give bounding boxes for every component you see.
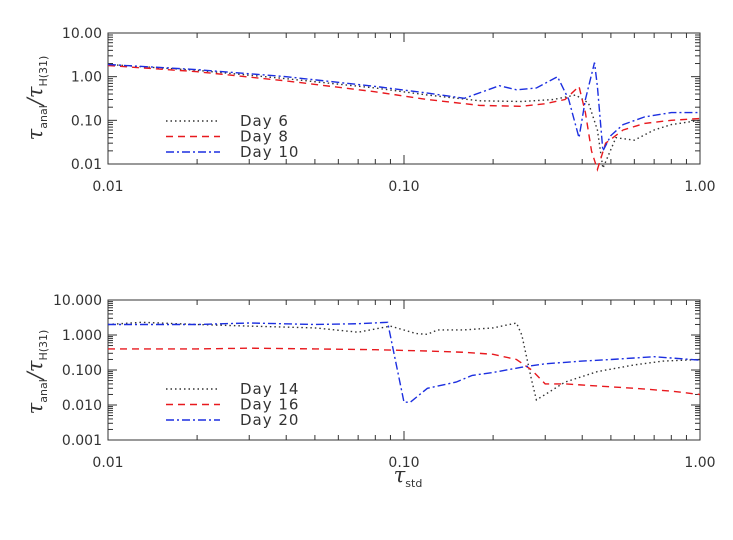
series-group-bottom: [107, 321, 701, 403]
y-label-slash-tau: /τ: [23, 360, 47, 381]
chart-top: 10.00 1.00 0.10 0.01 0.01 0.10 1.00 τana…: [23, 26, 716, 195]
y-tick-label: 1.000: [62, 328, 102, 344]
x-tick-label: 0.01: [92, 455, 123, 471]
legend-label-day-14: Day 14: [240, 380, 299, 398]
legend-label-day-8: Day 8: [240, 128, 289, 146]
y-tick-label: 10.000: [53, 293, 102, 309]
legend-label-day-20: Day 20: [240, 411, 299, 429]
y-label-tau: τ: [23, 128, 47, 140]
x-tick-label: 0.10: [388, 179, 419, 195]
x-tick-labels-bottom: 0.01 0.10 1.00: [92, 455, 715, 471]
y-label-sub-anal: anal: [37, 105, 50, 129]
chart-bottom: 10.000 1.000 0.100 0.010 0.001 0.01 0.10…: [23, 293, 716, 490]
x-label-sub-std: std: [405, 477, 422, 490]
x-axis-label-bottom: τstd: [394, 463, 423, 490]
y-label-slash-tau: /τ: [23, 86, 47, 107]
y-label-sub-h31: H(31): [37, 56, 50, 87]
x-label-tau: τ: [394, 463, 406, 487]
legend-bottom: Day 14 Day 16 Day 20: [166, 380, 299, 429]
series-line-day-20: [108, 321, 701, 403]
x-tick-labels-top: 0.01 0.10 1.00: [92, 179, 715, 195]
y-tick-label: 1.00: [71, 70, 102, 86]
y-label-tau: τ: [23, 402, 47, 414]
y-tick-labels-bottom: 10.000 1.000 0.100 0.010 0.001: [53, 293, 102, 449]
axis-ticks-top: [107, 32, 701, 165]
y-label-sub-anal: anal: [37, 379, 50, 403]
x-tick-label: 1.00: [684, 179, 715, 195]
y-label-sub-h31: H(31): [37, 330, 50, 361]
y-tick-label: 0.010: [62, 398, 102, 414]
axis-ticks-bottom: [107, 299, 701, 441]
series-line-day-8: [107, 64, 701, 172]
x-tick-label: 0.01: [92, 179, 123, 195]
y-axis-label-top: τanal/τH(31): [23, 56, 50, 141]
x-tick-label: 1.00: [684, 455, 715, 471]
series-line-day-10: [107, 62, 700, 154]
legend-top: Day 6 Day 8 Day 10: [166, 112, 299, 161]
y-tick-label: 0.01: [71, 157, 102, 173]
legend-label-day-16: Day 16: [240, 396, 299, 414]
legend-label-day-10: Day 10: [240, 143, 299, 161]
series-group-top: [107, 62, 701, 172]
y-tick-labels-top: 10.00 1.00 0.10 0.01: [62, 26, 102, 173]
y-tick-label: 0.001: [62, 433, 102, 449]
y-tick-label: 10.00: [62, 26, 102, 42]
y-tick-label: 0.10: [71, 113, 102, 129]
y-tick-label: 0.100: [62, 363, 102, 379]
series-line-day-6: [107, 63, 701, 171]
legend-label-day-6: Day 6: [240, 112, 289, 130]
series-line-day-14: [107, 321, 701, 401]
y-axis-label-bottom: τanal/τH(31): [23, 330, 50, 415]
series-line-day-16: [108, 347, 701, 396]
x-tick-label: 0.10: [388, 455, 419, 471]
